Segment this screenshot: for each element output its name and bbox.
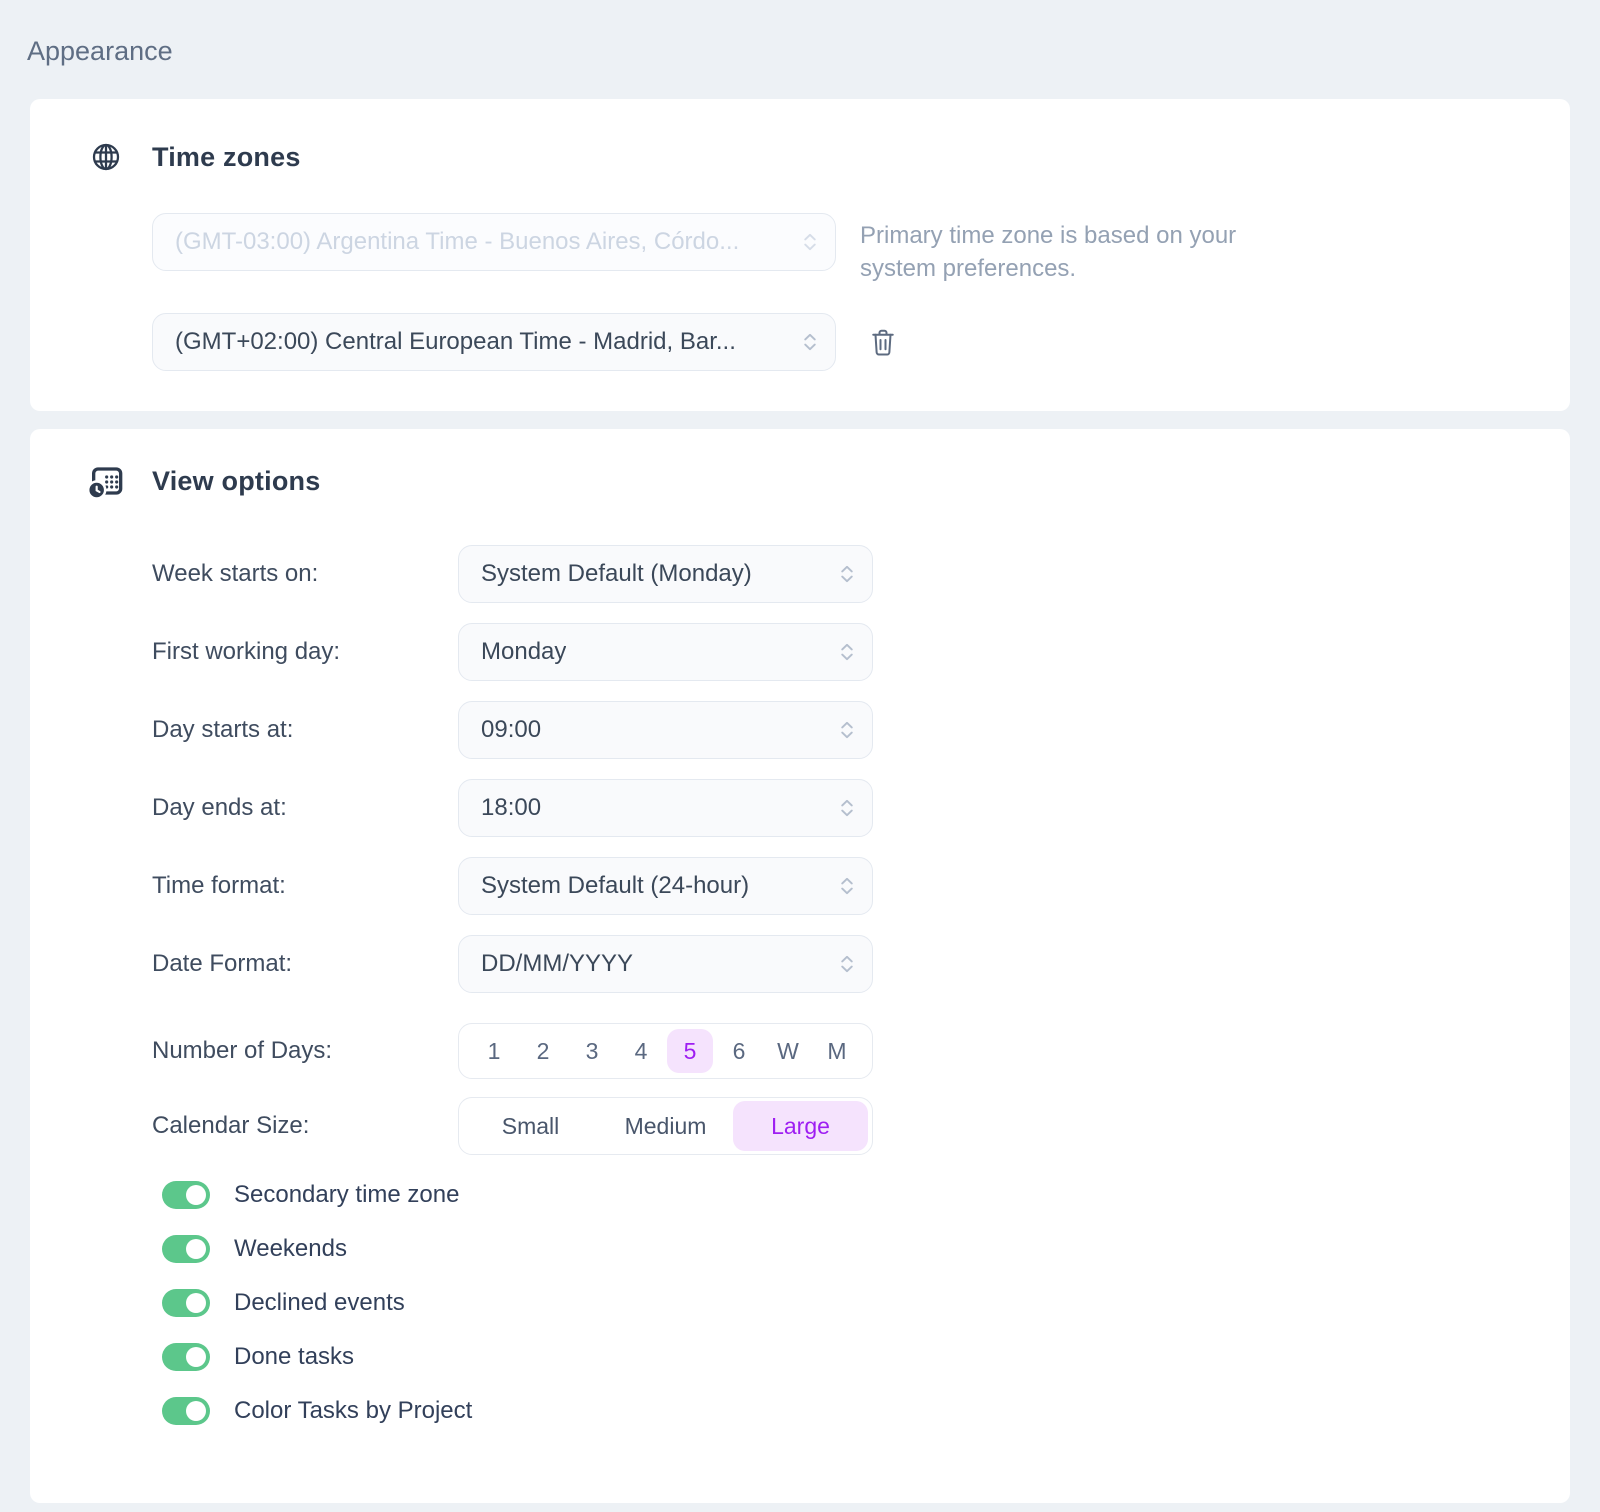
trash-icon [868, 326, 898, 358]
weekends-toggle-row: Weekends [162, 1235, 1570, 1263]
select-value: Monday [481, 638, 567, 665]
globe-icon [90, 141, 122, 173]
primary-timezone-select: (GMT-03:00) Argentina Time - Buenos Aire… [152, 213, 836, 271]
color-tasks-by-project-toggle-row: Color Tasks by Project [162, 1397, 1570, 1425]
view-options-card: View options Week starts on: System Defa… [30, 429, 1570, 1503]
week-starts-on-select[interactable]: System Default (Monday) [458, 545, 873, 603]
color-tasks-by-project-toggle[interactable] [162, 1397, 210, 1425]
secondary-timezone-select[interactable]: (GMT+02:00) Central European Time - Madr… [152, 313, 836, 371]
calendar-size-row: Calendar Size: Small Medium Large [152, 1097, 1570, 1155]
secondary-timezone-value: (GMT+02:00) Central European Time - Madr… [175, 328, 736, 355]
day-starts-at-select[interactable]: 09:00 [458, 701, 873, 759]
select-value: 09:00 [481, 716, 542, 743]
time-format-label: Time format: [152, 872, 286, 899]
time-zones-heading-row: Time zones [90, 141, 1570, 173]
primary-timezone-row: (GMT-03:00) Argentina Time - Buenos Aire… [152, 213, 1570, 285]
days-option-month[interactable]: M [827, 1037, 847, 1064]
toggle-knob [186, 1185, 206, 1205]
first-working-day-label: First working day: [152, 638, 341, 665]
day-ends-at-select[interactable]: 18:00 [458, 779, 873, 837]
days-option-2[interactable]: 2 [536, 1037, 550, 1064]
toggle-knob [186, 1347, 206, 1367]
date-format-label: Date Format: [152, 950, 293, 977]
time-zones-heading: Time zones [152, 141, 301, 172]
done-tasks-toggle[interactable] [162, 1343, 210, 1371]
toggle-knob [186, 1401, 206, 1421]
chevron-updown-icon [834, 717, 860, 743]
time-format-select[interactable]: System Default (24-hour) [458, 857, 873, 915]
number-of-days-control: 1 2 3 4 5 6 W M [458, 1023, 873, 1079]
calendar-size-control: Small Medium Large [458, 1097, 873, 1155]
view-options-heading: View options [152, 465, 321, 496]
days-option-1[interactable]: 1 [487, 1037, 501, 1064]
primary-timezone-value: (GMT-03:00) Argentina Time - Buenos Aire… [175, 228, 740, 255]
calendar-clock-icon [86, 461, 126, 501]
view-toggles: Secondary time zone Weekends Declined ev… [162, 1181, 1570, 1425]
toggle-knob [186, 1239, 206, 1259]
toggle-label: Weekends [234, 1235, 347, 1262]
number-of-days-row: Number of Days: 1 2 3 4 5 6 W M [152, 1023, 1570, 1079]
day-starts-at-row: Day starts at: 09:00 [152, 701, 1570, 759]
select-value: System Default (24-hour) [481, 872, 750, 899]
toggle-label: Color Tasks by Project [234, 1397, 473, 1424]
week-starts-on-row: Week starts on: System Default (Monday) [152, 545, 1570, 603]
days-option-6[interactable]: 6 [732, 1037, 746, 1064]
secondary-timezone-row: (GMT+02:00) Central European Time - Madr… [152, 313, 1570, 371]
declined-events-toggle-row: Declined events [162, 1289, 1570, 1317]
toggle-label: Declined events [234, 1289, 405, 1316]
day-starts-at-label: Day starts at: [152, 716, 294, 743]
select-value: DD/MM/YYYY [481, 950, 634, 977]
chevron-updown-icon [834, 639, 860, 665]
select-value: System Default (Monday) [481, 560, 752, 587]
size-option-large[interactable]: Large [733, 1101, 868, 1151]
date-format-row: Date Format: DD/MM/YYYY [152, 935, 1570, 993]
number-of-days-label: Number of Days: [152, 1037, 333, 1064]
chevron-updown-icon [834, 951, 860, 977]
first-working-day-select[interactable]: Monday [458, 623, 873, 681]
secondary-time-zone-toggle-row: Secondary time zone [162, 1181, 1570, 1209]
chevron-updown-icon [834, 873, 860, 899]
chevron-updown-icon [797, 329, 823, 355]
chevron-updown-icon [797, 229, 823, 255]
days-option-3[interactable]: 3 [585, 1037, 599, 1064]
date-format-select[interactable]: DD/MM/YYYY [458, 935, 873, 993]
chevron-updown-icon [834, 561, 860, 587]
time-format-row: Time format: System Default (24-hour) [152, 857, 1570, 915]
day-ends-at-row: Day ends at: 18:00 [152, 779, 1570, 837]
select-value: 18:00 [481, 794, 542, 821]
page-title: Appearance [27, 36, 173, 66]
secondary-time-zone-toggle[interactable] [162, 1181, 210, 1209]
toggle-label: Secondary time zone [234, 1181, 460, 1208]
delete-timezone-button[interactable] [868, 326, 898, 358]
days-option-4[interactable]: 4 [634, 1037, 648, 1064]
day-ends-at-label: Day ends at: [152, 794, 287, 821]
weekends-toggle[interactable] [162, 1235, 210, 1263]
first-working-day-row: First working day: Monday [152, 623, 1570, 681]
toggle-knob [186, 1293, 206, 1313]
days-option-5[interactable]: 5 [667, 1029, 713, 1073]
time-zones-card: Time zones (GMT-03:00) Argentina Time - … [30, 99, 1570, 411]
calendar-size-label: Calendar Size: [152, 1112, 310, 1139]
chevron-updown-icon [834, 795, 860, 821]
size-option-small[interactable]: Small [501, 1112, 560, 1139]
toggle-label: Done tasks [234, 1343, 355, 1370]
view-options-form: Week starts on: System Default (Monday) … [152, 545, 1570, 1155]
days-option-week[interactable]: W [777, 1037, 799, 1064]
done-tasks-toggle-row: Done tasks [162, 1343, 1570, 1371]
primary-timezone-helper: Primary time zone is based on your syste… [860, 222, 1237, 282]
size-option-medium[interactable]: Medium [624, 1112, 707, 1139]
week-starts-on-label: Week starts on: [152, 560, 319, 587]
declined-events-toggle[interactable] [162, 1289, 210, 1317]
view-options-heading-row: View options [86, 461, 1570, 501]
